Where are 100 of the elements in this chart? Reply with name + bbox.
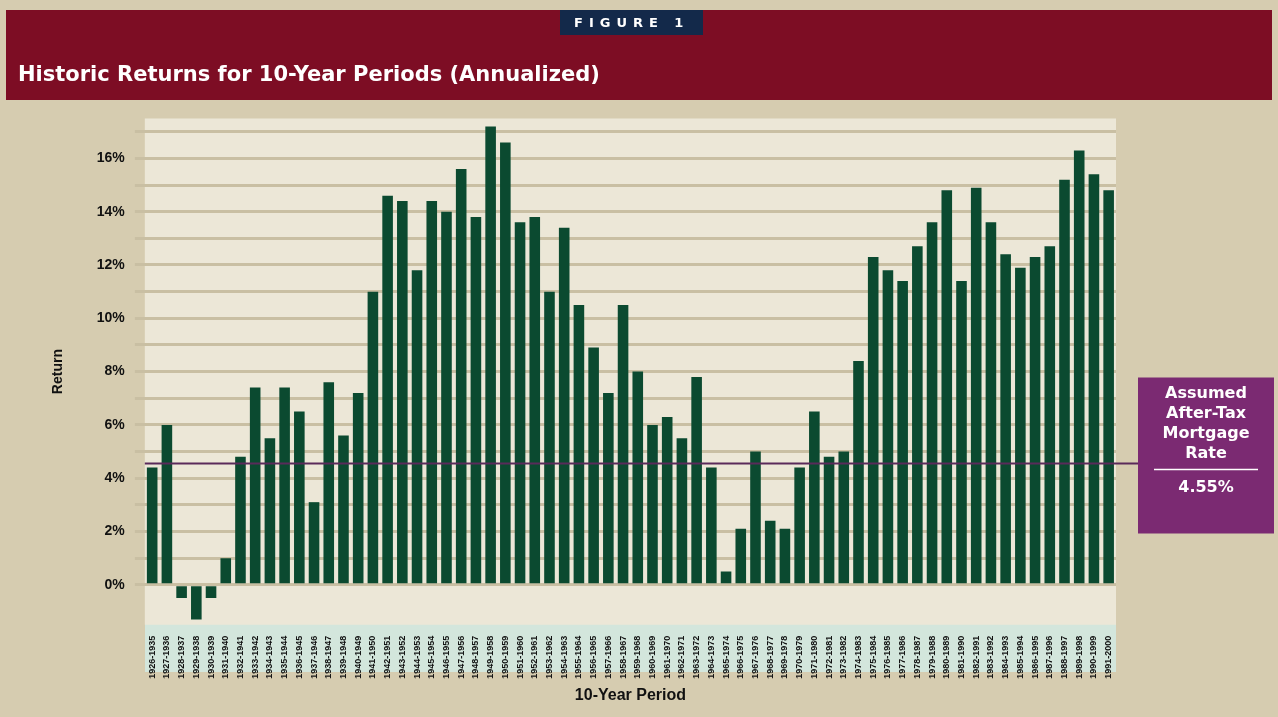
x-tick-label: 1939-1948 <box>337 635 348 679</box>
bar <box>191 586 202 620</box>
x-tick-label: 1950-1959 <box>499 635 510 679</box>
bar <box>617 304 629 584</box>
x-tick-label: 1948-1957 <box>470 635 481 679</box>
x-tick-label: 1952-1961 <box>529 635 540 679</box>
x-tick-label: 1962-1971 <box>676 635 687 679</box>
bar <box>161 424 173 584</box>
x-tick-label: 1964-1973 <box>705 635 716 679</box>
x-tick-label: 1979-1988 <box>926 635 937 679</box>
x-tick-label: 1954-1963 <box>558 635 569 679</box>
bar <box>294 411 305 584</box>
x-tick-label: 1933-1942 <box>249 635 260 679</box>
x-tick-label: 1927-1936 <box>161 635 172 679</box>
bar <box>544 291 555 584</box>
bar <box>735 528 747 584</box>
x-tick-label: 1955-1964 <box>573 635 584 679</box>
bar <box>706 467 717 584</box>
bar <box>470 217 482 584</box>
bar <box>970 187 982 584</box>
bar <box>1029 256 1041 584</box>
x-tick-label: 1937-1946 <box>308 635 319 679</box>
bar <box>146 467 158 584</box>
bar <box>176 586 187 599</box>
x-axis-title: 10-Year Period <box>574 685 686 703</box>
bar <box>500 142 511 584</box>
x-tick-label: 1932-1941 <box>234 635 245 679</box>
x-tick-label: 1944-1953 <box>411 635 422 679</box>
x-tick-label: 1971-1980 <box>808 635 819 679</box>
x-tick-label: 1977-1986 <box>897 635 908 679</box>
x-tick-label: 1967-1976 <box>749 635 760 679</box>
x-tick-label: 1935-1944 <box>279 635 290 679</box>
x-tick-label: 1959-1968 <box>632 635 643 679</box>
x-tick-label: 1946-1955 <box>440 635 451 679</box>
bar <box>956 280 967 584</box>
bar <box>882 270 894 584</box>
x-tick-label: 1970-1979 <box>794 635 805 679</box>
bar <box>367 291 379 584</box>
bar <box>926 222 938 584</box>
x-tick-label: 1961-1970 <box>661 635 672 679</box>
bar <box>647 424 658 584</box>
bar <box>1103 190 1114 584</box>
bar <box>514 222 526 584</box>
x-tick-label: 1943-1952 <box>396 635 407 679</box>
x-tick-label: 1947-1956 <box>455 635 466 679</box>
bar <box>632 371 644 584</box>
bar <box>823 456 835 584</box>
bar <box>397 201 408 584</box>
bar <box>838 451 850 584</box>
x-tick-label: 1972-1981 <box>823 635 834 679</box>
bar <box>308 502 320 584</box>
bar <box>1073 150 1085 584</box>
ref-line-label: Assumed After-Tax Mortgage Rate <box>1162 382 1250 462</box>
x-tick-label: 1965-1974 <box>720 635 731 679</box>
x-tick-label: 1990-1999 <box>1088 635 1099 679</box>
bar <box>720 571 732 584</box>
x-tick-label: 1986-1995 <box>1029 635 1040 679</box>
bar <box>235 456 246 584</box>
x-tick-label: 1983-1992 <box>985 635 996 679</box>
y-tick-label: 8% <box>104 362 126 379</box>
x-tick-label: 1953-1962 <box>543 635 554 679</box>
bar <box>794 467 805 584</box>
x-tick-label: 1984-1993 <box>1000 635 1011 679</box>
bar <box>1000 254 1011 584</box>
bar <box>867 256 879 584</box>
bar <box>382 195 393 584</box>
x-tick-label: 1974-1983 <box>852 635 863 679</box>
x-tick-label: 1988-1997 <box>1058 635 1069 679</box>
bar <box>809 411 820 584</box>
bar <box>661 416 673 584</box>
bar <box>455 169 467 584</box>
bar <box>941 190 953 584</box>
y-tick-label: 2% <box>104 522 126 539</box>
chart-title: Historic Returns for 10-Year Periods (Annualized) <box>18 62 600 86</box>
x-tick-label: 1981-1990 <box>955 635 966 679</box>
x-tick-label: 1949-1958 <box>485 635 496 679</box>
bar <box>588 347 599 584</box>
bar <box>249 387 261 584</box>
y-tick-label: 12% <box>96 255 126 272</box>
text: 4.55% <box>1178 476 1234 496</box>
bar <box>1059 179 1070 584</box>
x-tick-label: 1978-1987 <box>911 635 922 679</box>
x-tick-label: 1938-1947 <box>323 635 334 679</box>
x-tick-label: 1930-1939 <box>205 635 216 679</box>
x-tick-label: 1968-1977 <box>764 635 775 679</box>
x-tick-label: 1969-1978 <box>779 635 790 679</box>
bar <box>912 246 923 584</box>
x-tick-label: 1960-1969 <box>646 635 657 679</box>
x-tick-label: 1973-1982 <box>838 635 849 679</box>
x-tick-label: 1931-1940 <box>220 635 231 679</box>
x-tick-label: 1966-1975 <box>735 635 746 679</box>
x-tick-label: 1957-1966 <box>602 635 613 679</box>
x-tick-label: 1956-1965 <box>588 635 599 679</box>
x-tick-label: 1941-1950 <box>367 635 378 679</box>
x-tick-label: 1926-1935 <box>146 635 157 679</box>
y-tick-label: 0% <box>104 575 126 592</box>
y-tick-label: 16% <box>96 149 126 166</box>
bar <box>573 304 585 584</box>
bar <box>529 217 541 584</box>
bar <box>750 451 761 584</box>
